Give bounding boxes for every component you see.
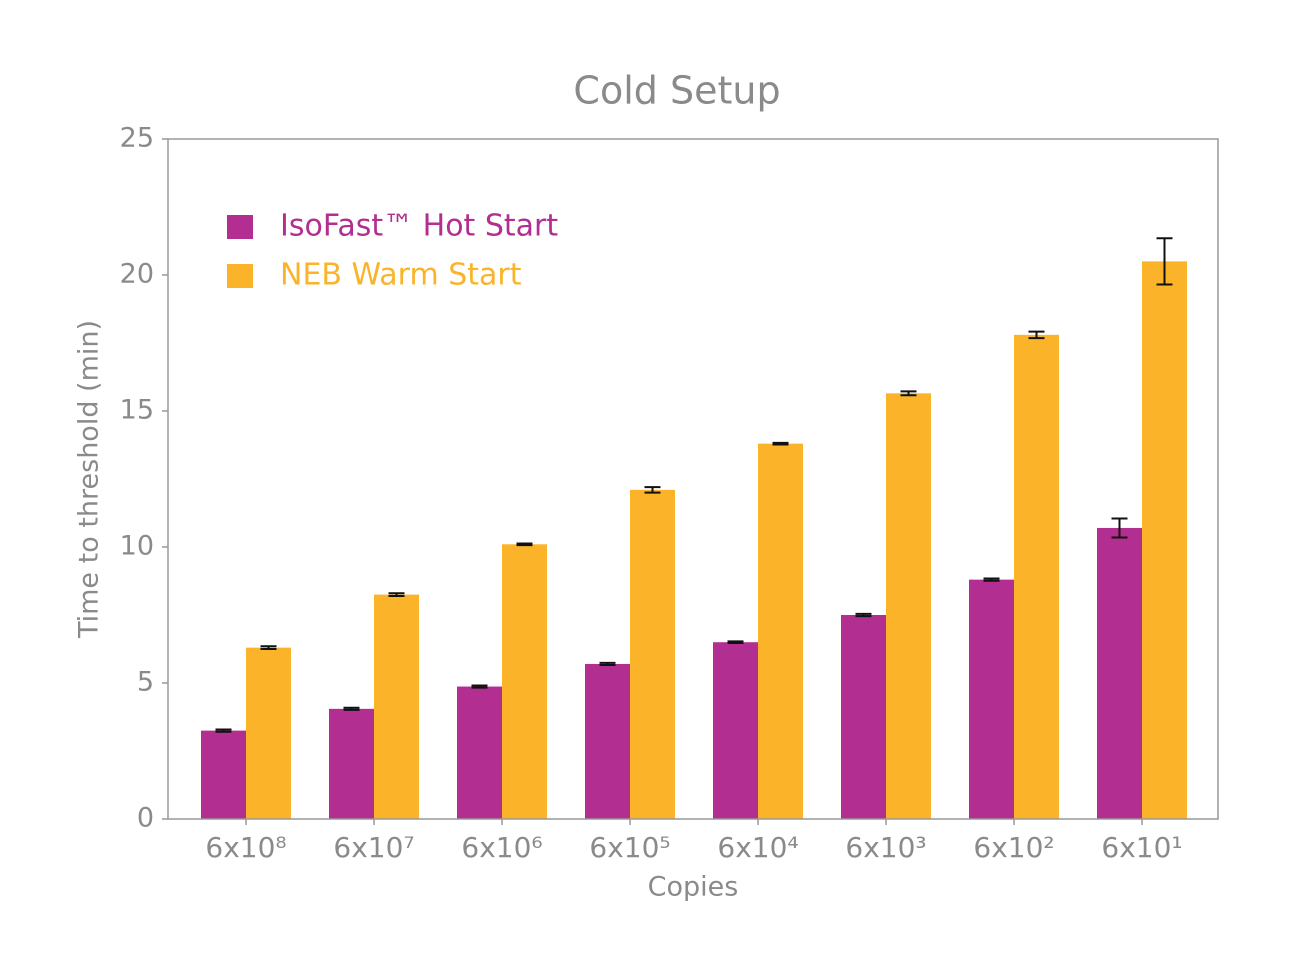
error-bar bbox=[727, 640, 744, 645]
y-tick-label: 5 bbox=[137, 667, 154, 698]
x-axis-label: Copies bbox=[648, 872, 739, 903]
legend-swatch bbox=[227, 264, 253, 288]
error-bar bbox=[215, 728, 232, 733]
error-bar bbox=[644, 486, 661, 494]
error-bar bbox=[900, 390, 917, 397]
bar bbox=[841, 615, 886, 819]
legend-label: NEB Warm Start bbox=[280, 258, 522, 293]
y-tick-label: 0 bbox=[137, 803, 154, 834]
y-tick-label: 15 bbox=[120, 395, 154, 426]
x-tick-label: 6x10¹ bbox=[1101, 831, 1182, 864]
y-axis-label: Time to threshold (min) bbox=[74, 320, 105, 639]
bar bbox=[201, 730, 246, 819]
error-bar bbox=[516, 542, 533, 547]
error-bar bbox=[388, 592, 405, 597]
legend-swatch bbox=[227, 215, 253, 239]
plot-frame bbox=[167, 138, 1219, 820]
x-tick-label: 6x10² bbox=[973, 831, 1054, 864]
bar bbox=[1014, 334, 1059, 819]
bar bbox=[329, 708, 374, 819]
error-bar bbox=[471, 684, 488, 689]
y-tick-label: 10 bbox=[120, 531, 154, 562]
x-tick-label: 6x10⁵ bbox=[589, 831, 670, 864]
bar bbox=[630, 489, 675, 819]
bar bbox=[1142, 261, 1187, 819]
x-tick-label: 6x10⁶ bbox=[461, 831, 542, 864]
error-bar bbox=[1028, 330, 1045, 340]
bar bbox=[246, 647, 291, 819]
error-bar bbox=[1156, 237, 1173, 286]
y-tick-label: 25 bbox=[120, 123, 154, 154]
chart-title: Cold Setup bbox=[573, 69, 780, 113]
bar bbox=[758, 443, 803, 819]
legend-label: IsoFast™ Hot Start bbox=[280, 209, 558, 244]
bar bbox=[886, 393, 931, 819]
bar bbox=[713, 642, 758, 819]
error-bar bbox=[343, 706, 360, 711]
bar bbox=[969, 579, 1014, 819]
bar bbox=[1097, 527, 1142, 819]
error-bar bbox=[599, 661, 616, 667]
bar bbox=[585, 663, 630, 819]
error-bar bbox=[1111, 517, 1128, 539]
x-tick-label: 6x10⁴ bbox=[717, 831, 798, 864]
x-tick-label: 6x10³ bbox=[845, 831, 926, 864]
bar bbox=[457, 686, 502, 819]
x-tick-label: 6x10⁷ bbox=[333, 831, 414, 864]
y-tick-label: 20 bbox=[120, 259, 154, 290]
error-bar bbox=[260, 645, 277, 650]
error-bar bbox=[772, 441, 789, 446]
error-bar bbox=[855, 612, 872, 618]
x-tick-label: 6x10⁸ bbox=[205, 831, 286, 864]
error-bar bbox=[983, 577, 1000, 582]
bar bbox=[374, 594, 419, 819]
bar bbox=[502, 544, 547, 819]
